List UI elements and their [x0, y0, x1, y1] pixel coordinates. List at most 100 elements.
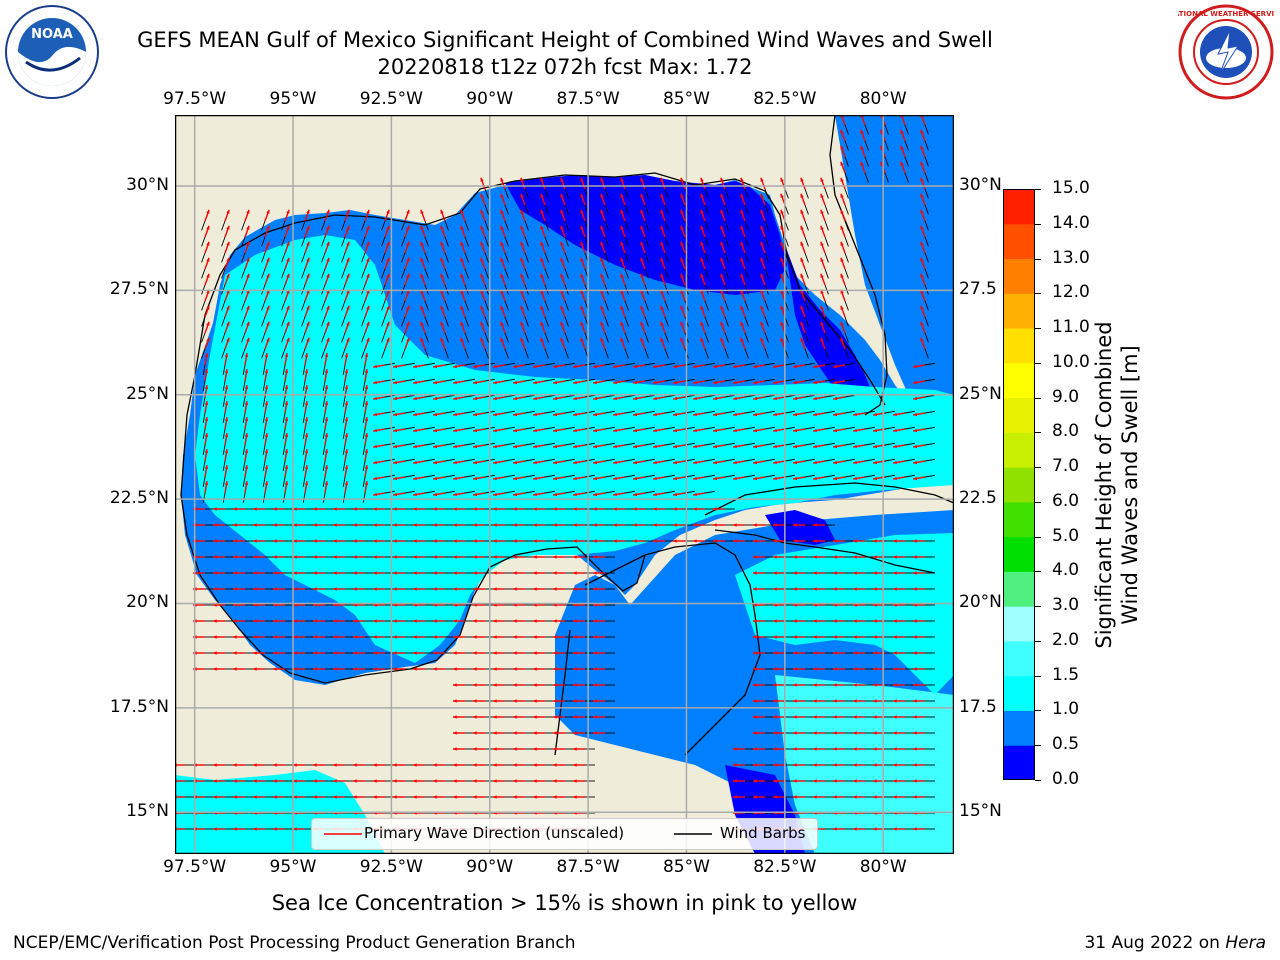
wave-arrow-head — [480, 193, 484, 198]
wave-arrow-head — [460, 321, 464, 326]
wave-arrow-head — [520, 193, 524, 198]
wave-arrow-head — [473, 667, 477, 671]
wave-arrow-head — [733, 747, 737, 751]
wave-arrow-head — [780, 321, 784, 326]
wave-arrow-head — [373, 571, 377, 575]
wind-barb — [321, 268, 326, 279]
wave-arrow-head — [593, 635, 597, 639]
wind-barb — [824, 204, 829, 215]
wind-barb — [544, 378, 555, 382]
wave-arrow-head — [600, 321, 604, 326]
wave-arrow-head — [513, 795, 517, 799]
wind-barb — [202, 444, 206, 455]
wave-arrow-head — [773, 444, 778, 449]
wind-barb — [924, 156, 929, 167]
wind-barb — [484, 268, 489, 279]
wind-barb — [484, 300, 489, 311]
wave-arrow-head — [573, 428, 578, 433]
lat-tick-left: 17.5°N — [109, 696, 169, 717]
wind-barb — [404, 426, 415, 430]
wave-arrow-head — [386, 257, 390, 262]
wave-arrow-head — [840, 193, 844, 198]
wave-arrow-head — [913, 779, 917, 783]
wind-barb — [644, 362, 655, 366]
wind-barb — [401, 300, 406, 311]
wave-arrow-head — [560, 209, 564, 214]
wave-arrow-head — [493, 683, 497, 687]
wave-arrow-head — [740, 177, 744, 182]
wave-arrow-head — [500, 273, 504, 278]
date-caption: 31 Aug 2022 on Hera — [1084, 933, 1266, 953]
wind-barb — [884, 172, 889, 183]
wind-barb — [924, 204, 929, 215]
wave-arrow-head — [553, 635, 557, 639]
lat-tick-left: 25°N — [126, 383, 169, 404]
wave-arrow-head — [553, 715, 557, 719]
wave-arrow-head — [853, 635, 857, 639]
wave-arrow-head — [224, 433, 229, 438]
wave-arrow-head — [533, 396, 538, 401]
wave-arrow-head — [540, 321, 544, 326]
wave-arrow-head — [413, 444, 418, 449]
wave-arrow-head — [326, 321, 330, 326]
wave-arrow-head — [313, 619, 317, 623]
wave-arrow-head — [700, 193, 704, 198]
wave-arrow-head — [286, 209, 290, 214]
lat-tick-right: 15°N — [959, 801, 1002, 822]
colorbar-segment — [1003, 328, 1035, 364]
wave-arrow-head — [840, 177, 844, 182]
wind-barb — [624, 316, 629, 327]
wind-barb — [424, 474, 435, 478]
wave-arrow-head — [600, 257, 604, 262]
wave-arrow-head — [406, 241, 410, 246]
wave-arrow-head — [573, 492, 578, 497]
wind-barb — [404, 394, 415, 398]
wind-barb — [221, 316, 226, 327]
wave-arrow-head — [344, 481, 349, 486]
wave-arrow-head — [700, 209, 704, 214]
wave-arrow-head — [833, 364, 838, 369]
wave-arrow-head — [853, 683, 857, 687]
wave-arrow-head — [660, 225, 664, 230]
wind-barb — [604, 204, 609, 215]
wave-arrow-head — [413, 667, 417, 671]
wave-arrow-head — [913, 747, 917, 751]
wave-arrow-head — [820, 193, 824, 198]
wave-arrow-head — [813, 523, 817, 527]
wave-arrow-head — [660, 209, 664, 214]
wind-barb — [764, 474, 775, 478]
wave-arrow-head — [573, 476, 578, 481]
wave-arrow-head — [533, 507, 537, 511]
wave-arrow-head — [386, 337, 390, 342]
wind-barb — [744, 348, 749, 359]
wind-barb — [764, 268, 769, 279]
wave-arrow-head — [264, 449, 269, 454]
wave-arrow-head — [213, 779, 217, 783]
wind-barb — [924, 268, 929, 279]
wave-arrow-head — [693, 396, 698, 401]
wave-arrow-head — [800, 321, 804, 326]
wave-arrow-head — [293, 587, 297, 591]
wave-arrow-head — [513, 444, 518, 449]
wind-barb — [784, 362, 795, 366]
wind-barb — [884, 458, 895, 462]
colorbar-segment — [1003, 675, 1035, 711]
wave-arrow-head — [266, 241, 270, 246]
wind-barb — [201, 300, 206, 311]
wave-arrow-head — [853, 763, 857, 767]
wave-arrow-head — [273, 795, 277, 799]
wave-arrow-head — [920, 193, 924, 198]
wave-arrow-head — [373, 635, 377, 639]
wave-arrow-head — [453, 555, 457, 559]
wave-arrow-head — [413, 396, 418, 401]
wave-arrow-head — [304, 417, 309, 422]
wave-arrow-head — [346, 257, 350, 262]
wind-barb — [424, 442, 435, 446]
wave-arrow-head — [680, 193, 684, 198]
wave-arrow-head — [813, 731, 817, 735]
wind-barb — [664, 300, 669, 311]
wave-arrow-head — [306, 241, 310, 246]
wind-barb — [524, 458, 535, 462]
wind-barb — [242, 444, 246, 455]
wave-arrow-head — [246, 257, 250, 262]
